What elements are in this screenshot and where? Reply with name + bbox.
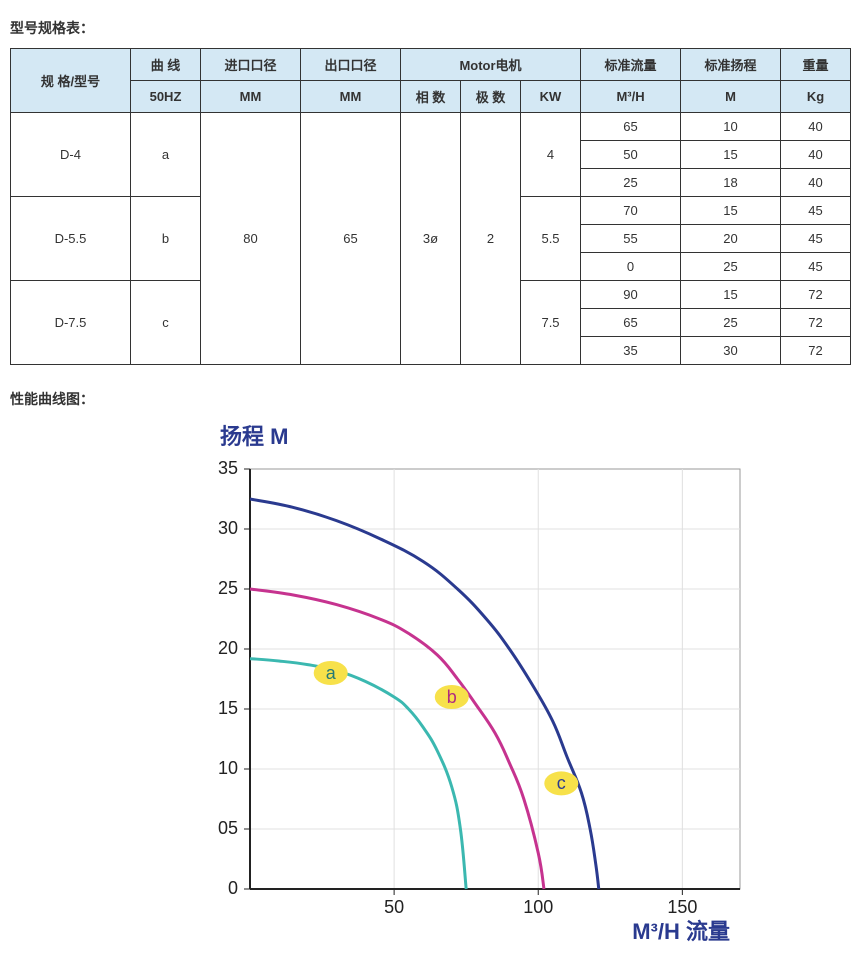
y-tick-label: 10 [218,758,238,778]
curve-label-b: b [447,687,457,707]
y-tick-label: 15 [218,698,238,718]
performance-chart: 扬程 M 0 05 10 15 20 25 30 35 50 100 150 a b c M³/H 流量 [180,419,740,949]
th-phase: 相 数 [401,81,461,113]
chart-svg: 0 05 10 15 20 25 30 35 50 100 150 a b c M³/H 流量 [180,459,760,949]
cell-weight: 45 [781,225,851,253]
cell-poles: 2 [461,113,521,365]
cell-head: 15 [681,197,781,225]
chart-y-title: 扬程 M [220,419,740,451]
x-axis-title: M³/H 流量 [632,919,730,944]
cell-head: 15 [681,281,781,309]
th-inlet-sub: MM [201,81,301,113]
cell-kw: 7.5 [521,281,581,365]
cell-weight: 40 [781,113,851,141]
y-tick-label: 0 [228,878,238,898]
cell-weight: 45 [781,253,851,281]
th-outlet-sub: MM [301,81,401,113]
cell-head: 18 [681,169,781,197]
x-tick-label: 100 [523,897,553,917]
cell-outlet: 65 [301,113,401,365]
th-curve: 曲 线 [131,49,201,81]
cell-curve: c [131,281,201,365]
cell-model: D-5.5 [11,197,131,281]
cell-flow: 65 [581,309,681,337]
table-head: 规 格/型号 曲 线 进口口径 出口口径 Motor电机 标准流量 标准扬程 重… [11,49,851,113]
th-kw: KW [521,81,581,113]
cell-kw: 5.5 [521,197,581,281]
cell-kw: 4 [521,113,581,197]
y-tick-label: 25 [218,578,238,598]
cell-flow: 50 [581,141,681,169]
cell-head: 10 [681,113,781,141]
cell-curve: b [131,197,201,281]
curve-label-c: c [557,773,566,793]
cell-weight: 40 [781,141,851,169]
cell-weight: 72 [781,309,851,337]
th-inlet: 进口口径 [201,49,301,81]
y-tick-label: 30 [218,518,238,538]
x-tick-label: 150 [667,897,697,917]
th-outlet: 出口口径 [301,49,401,81]
cell-flow: 65 [581,113,681,141]
cell-head: 20 [681,225,781,253]
cell-head: 25 [681,253,781,281]
cell-inlet: 80 [201,113,301,365]
cell-model: D-7.5 [11,281,131,365]
th-motor: Motor电机 [401,49,581,81]
cell-phase: 3ø [401,113,461,365]
cell-weight: 72 [781,281,851,309]
cell-curve: a [131,113,201,197]
cell-weight: 45 [781,197,851,225]
th-weight-sub: Kg [781,81,851,113]
cell-weight: 40 [781,169,851,197]
x-tick-label: 50 [384,897,404,917]
th-flow: 标准流量 [581,49,681,81]
curve-label-a: a [326,663,337,683]
cell-flow: 55 [581,225,681,253]
th-curve-sub: 50HZ [131,81,201,113]
y-tick-label: 05 [218,818,238,838]
cell-flow: 25 [581,169,681,197]
cell-flow: 0 [581,253,681,281]
table-row: D-4a80653ø24651040 [11,113,851,141]
y-tick-label: 20 [218,638,238,658]
th-flow-sub: M³/H [581,81,681,113]
th-weight: 重量 [781,49,851,81]
chart-section-title: 性能曲线图： [10,389,850,409]
th-model: 规 格/型号 [11,49,131,113]
cell-flow: 35 [581,337,681,365]
cell-flow: 90 [581,281,681,309]
table-body: D-4a80653ø24651040501540251840D-5.5b5.57… [11,113,851,365]
cell-head: 25 [681,309,781,337]
th-poles: 极 数 [461,81,521,113]
th-head: 标准扬程 [681,49,781,81]
spec-table: 规 格/型号 曲 线 进口口径 出口口径 Motor电机 标准流量 标准扬程 重… [10,48,851,365]
cell-head: 30 [681,337,781,365]
th-head-sub: M [681,81,781,113]
cell-model: D-4 [11,113,131,197]
y-tick-label: 35 [218,459,238,478]
cell-flow: 70 [581,197,681,225]
spec-table-title: 型号规格表： [10,18,850,38]
cell-weight: 72 [781,337,851,365]
cell-head: 15 [681,141,781,169]
